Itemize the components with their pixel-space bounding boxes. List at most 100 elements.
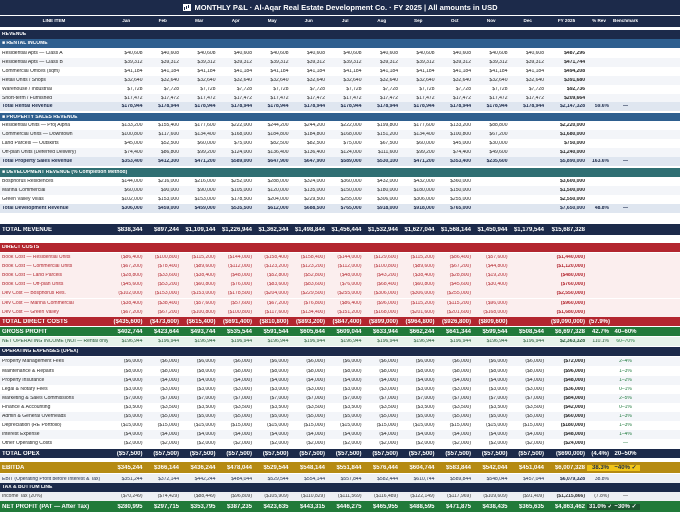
fy-total: ($48,000) (563, 378, 585, 383)
month-value: ($15,000) (303, 423, 325, 428)
column-header: Feb (158, 19, 167, 24)
month-value: $7,728 (382, 87, 398, 92)
column-header: FY 2025 (557, 19, 576, 24)
month-value: $204,000 (267, 197, 289, 202)
fy-total: ($1,680,000) (556, 310, 585, 315)
month-value: ($123,200) (264, 264, 289, 269)
line-item-label: Warehouse / Industrial (2, 87, 52, 92)
month-value: ($15,000) (486, 423, 508, 428)
line-item-label: Land Parcels — Outskirts (2, 141, 59, 146)
month-value: ($8,000) (488, 369, 508, 374)
month-value: $32,640 (343, 78, 362, 83)
month-value: $41,184 (525, 69, 544, 74)
month-value: $178,944 (194, 104, 216, 109)
benchmark: 1–2% (619, 378, 632, 383)
month-value: ($7,000) (160, 396, 179, 401)
month-value: ($67,200) (157, 310, 179, 315)
table-row: Book Cost — Land Parcels ($28,800) ($33,60… (0, 271, 680, 280)
month-value: $40,608 (270, 51, 289, 56)
month-value: $17,472 (525, 96, 544, 101)
section-header-row: REVENUE (0, 30, 680, 39)
column-header: Jan (122, 19, 131, 24)
month-value: $39,312 (379, 60, 398, 65)
pct-revenue: 163.6% (592, 159, 609, 164)
report-title-bar: MONTHLY P&L · Al-Aqar Real Estate Develo… (0, 0, 680, 15)
line-item-label: TOTAL REVENUE (2, 226, 53, 233)
month-value: $604,744 (409, 464, 435, 471)
month-value: $41,184 (124, 69, 143, 74)
month-value: $548,144 (299, 464, 325, 471)
month-value: ($57,600) (230, 301, 252, 306)
month-value: $529,544 (267, 477, 289, 482)
line-item-label: Book Cost — Commercial Units (2, 264, 73, 269)
fy-total: ($24,000) (563, 441, 585, 446)
month-value: $7,728 (273, 87, 289, 92)
month-value: $39,312 (525, 60, 544, 65)
table-row: Retail Units / Shops $32,640 $32,640 $32,64… (0, 76, 680, 85)
month-value: ($4,000) (452, 432, 471, 437)
month-value: ($4,000) (415, 432, 435, 437)
benchmark: 1–4% (619, 432, 632, 437)
month-value: ($5,000) (452, 414, 471, 419)
month-value: ($8,000) (160, 369, 179, 374)
line-item-label: Dev Cost — Green Valley (2, 310, 59, 315)
month-value: ($926,800) (441, 318, 471, 325)
month-value: ($7,000) (452, 396, 471, 401)
month-value: ($83,600) (267, 282, 289, 287)
month-value: $40,608 (525, 51, 544, 56)
month-value: ($8,000) (233, 369, 252, 374)
month-value: ($2,000) (160, 441, 179, 446)
month-value: ($57,500) (116, 450, 143, 457)
month-value: $7,728 (309, 87, 325, 92)
month-value: $535,500 (231, 206, 252, 211)
month-value: $32,640 (197, 78, 216, 83)
month-value: ($4,000) (525, 378, 544, 383)
month-value: $74,400 (124, 150, 143, 155)
month-value: $542,044 (482, 464, 508, 471)
benchmark: 1–3% (619, 423, 632, 428)
month-value: ($83,600) (303, 282, 325, 287)
month-value: ($15,000) (194, 423, 216, 428)
month-value: ($3,000) (415, 387, 435, 392)
month-value: $508,544 (518, 328, 544, 335)
benchmark: — (623, 441, 628, 446)
month-value: ($4,000) (342, 378, 362, 383)
month-value: ($6,000) (233, 359, 252, 364)
month-value: $82,500 (270, 141, 289, 146)
month-value: $41,184 (160, 69, 179, 74)
month-value: ($158,400) (264, 255, 289, 260)
fy-total: ($1,120,000) (556, 264, 585, 269)
month-value: $39,312 (343, 60, 362, 65)
month-value: $423,644 (153, 328, 179, 335)
month-value: $60,000 (124, 188, 143, 193)
month-value: $32,640 (452, 78, 471, 83)
month-value: ($100,800) (227, 310, 252, 315)
month-value: $471,200 (413, 159, 435, 164)
month-value: ($86,400) (340, 301, 362, 306)
month-value: ($15,000) (376, 423, 398, 428)
month-value: $144,000 (121, 179, 143, 184)
month-value: ($68,400) (376, 282, 398, 287)
month-value: ($3,000) (306, 387, 325, 392)
month-value: $7,728 (236, 87, 252, 92)
month-value: ($4,000) (269, 432, 289, 437)
big-row: TOTAL REVENUE $838,344 $897,244 $1,109,144 $… (0, 224, 680, 235)
month-value: ($144,000) (337, 255, 362, 260)
benchmark: 2–4% (619, 359, 632, 364)
column-header: Aug (377, 19, 387, 24)
fy-total: ($760,000) (560, 282, 585, 287)
column-header: Nov (486, 19, 496, 24)
month-value: $178,944 (121, 104, 143, 109)
month-value: $576,444 (372, 464, 398, 471)
line-item-label: Book Cost — Residential Units (2, 255, 71, 260)
month-value: $457,044 (523, 477, 544, 482)
month-value: $436,244 (190, 464, 216, 471)
month-value: $605,644 (299, 328, 325, 335)
month-value: $402,744 (117, 328, 143, 335)
month-value: ($3,000) (233, 387, 252, 392)
fy-total: $3,600,000 (559, 179, 585, 184)
month-value: $178,944 (267, 104, 289, 109)
month-value: ($2,000) (306, 441, 325, 446)
section-title: ■ DEVELOPMENT REVENUE (% Completion Meth… (2, 170, 128, 175)
month-value: $412,300 (158, 159, 179, 164)
